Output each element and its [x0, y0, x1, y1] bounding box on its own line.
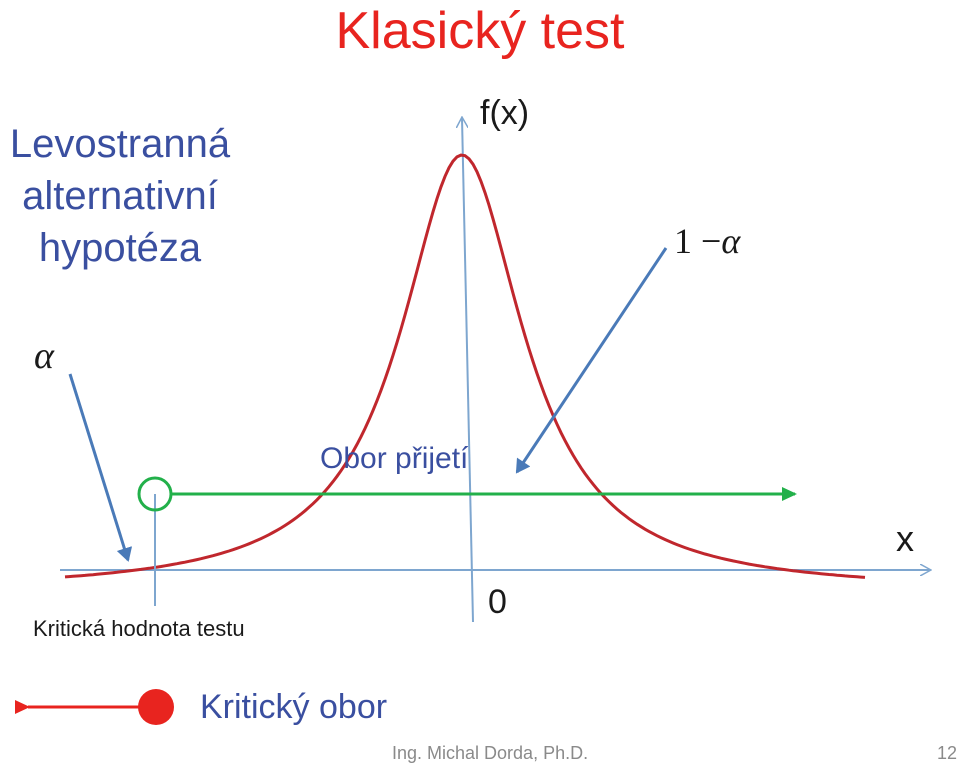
page-number: 12: [937, 743, 958, 763]
critical-value-label: Kritická hodnota testu: [33, 616, 245, 641]
y-axis-label: f(x): [480, 94, 530, 132]
one-minus-alpha-label: 1 −α: [674, 220, 740, 262]
page-title: Klasický test: [335, 2, 625, 60]
subtitle-line-2: alternativní: [22, 174, 218, 218]
subtitle-line-3: hypotéza: [38, 226, 202, 270]
one-minus-alpha-prefix: 1 −: [674, 221, 722, 261]
critical-region-label: Kritický obor: [200, 688, 388, 726]
origin-label: 0: [488, 583, 507, 621]
acceptance-region-label: Obor přijetí: [320, 442, 469, 475]
subtitle-line-1: Levostranná: [9, 122, 231, 166]
one-minus-alpha-symbol: α: [721, 221, 741, 261]
critical-region-dot: [138, 689, 174, 725]
alpha-label: α: [34, 335, 54, 377]
subtitle: Levostranná alternativní hypotéza: [0, 118, 240, 274]
y-axis: [462, 118, 474, 623]
alpha-arrow: [68, 373, 133, 562]
one-minus-alpha-arrow: [515, 247, 668, 474]
density-curve: [64, 153, 866, 579]
x-axis-label: x: [896, 518, 914, 559]
footer-author: Ing. Michal Dorda, Ph.D.: [392, 743, 589, 763]
